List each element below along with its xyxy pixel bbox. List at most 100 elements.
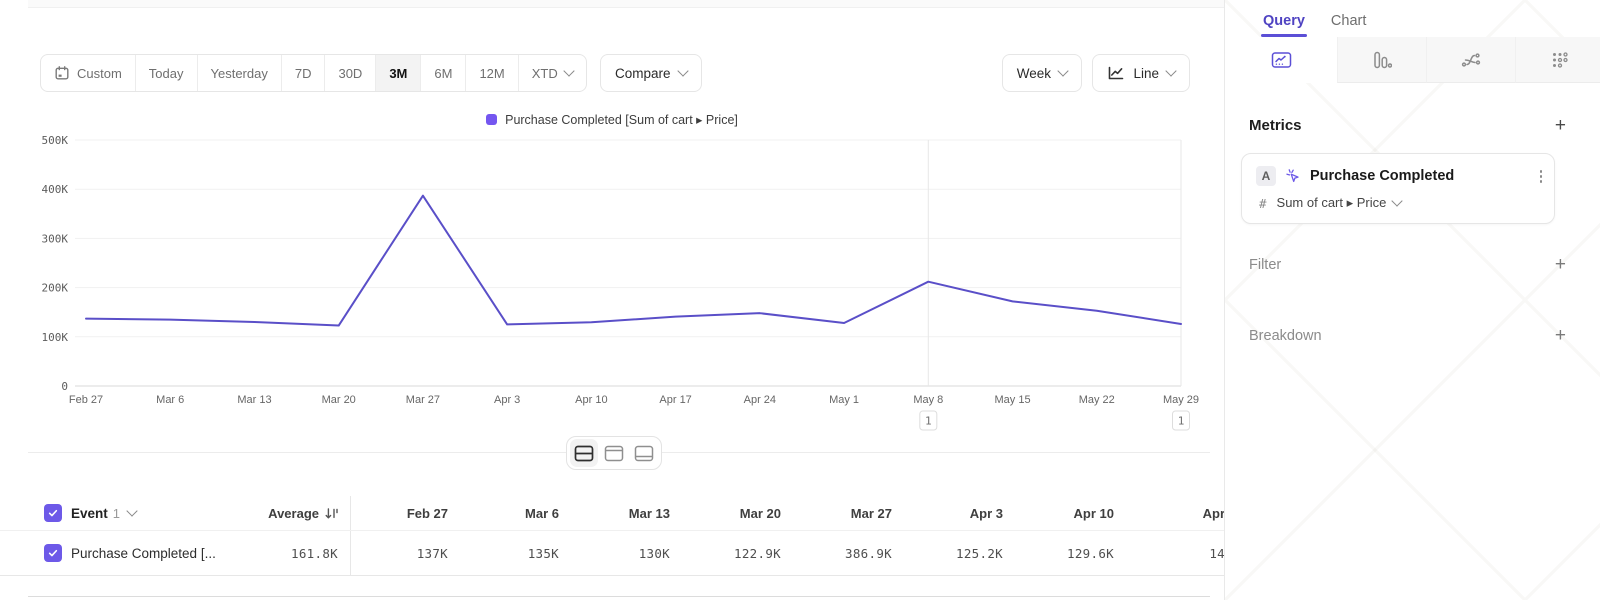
column-separator	[350, 531, 351, 575]
layout-toggle-top[interactable]	[600, 439, 628, 467]
table-bottom-edge	[28, 596, 1210, 597]
y-tick-label: 200K	[42, 282, 69, 295]
report-type-funnels[interactable]	[1337, 37, 1426, 83]
x-tick-label: Mar 27	[406, 394, 440, 406]
average-value: 161.8K	[291, 545, 338, 561]
column-separator	[350, 496, 351, 530]
granularity-label: Week	[1016, 65, 1051, 81]
metrics-section-header: Metrics +	[1225, 116, 1600, 135]
aggregation-selector[interactable]: Sum of cart ▸ Price	[1276, 195, 1404, 211]
report-type-retention[interactable]	[1515, 37, 1600, 83]
report-type-insights[interactable]	[1225, 37, 1337, 83]
x-tick-label: Feb 27	[69, 394, 103, 406]
annotation-count: 1	[1178, 415, 1185, 428]
filter-section-header: Filter +	[1225, 255, 1600, 274]
date-column-value: 135K	[527, 545, 559, 561]
breakdown-title: Breakdown	[1249, 327, 1322, 344]
event-row-cell: Purchase Completed [...	[0, 544, 222, 562]
x-tick-label: May 29	[1163, 394, 1199, 406]
event-sparkle-icon	[1285, 168, 1301, 184]
date-range-label: 30D	[338, 65, 363, 81]
numeric-property-icon: #	[1259, 195, 1267, 211]
breakdown-section-header: Breakdown +	[1225, 326, 1600, 345]
date-range-yesterday[interactable]: Yesterday	[198, 55, 282, 91]
average-value-cell: 161.8K	[222, 546, 338, 561]
add-filter-button[interactable]: +	[1554, 254, 1566, 275]
date-column-header[interactable]: Apr 10	[1073, 505, 1114, 521]
date-column-header[interactable]: Mar 6	[525, 505, 559, 521]
average-header-cell[interactable]: Average	[222, 506, 338, 521]
line-chart[interactable]: 0 100K 200K 300K 400K 500K Feb 27 Mar 6 Mar 13 Ma…	[0, 0, 1224, 470]
date-range-label: Yesterday	[210, 65, 268, 81]
date-column-value: 129.6K	[1067, 545, 1114, 561]
date-column-header[interactable]: Feb 27	[406, 505, 448, 521]
date-range-label: 7D	[294, 65, 312, 81]
date-column-header[interactable]: Apr 3	[969, 505, 1003, 521]
row-checkbox[interactable]	[44, 544, 62, 562]
date-range-label: Custom	[77, 65, 122, 81]
add-breakdown-button[interactable]: +	[1554, 325, 1566, 346]
y-tick-label: 100K	[42, 331, 69, 344]
layout-toggle-bottom[interactable]	[630, 439, 658, 467]
metric-letter-badge: A	[1256, 166, 1276, 186]
x-tick-label: Apr 24	[744, 394, 776, 406]
select-all-checkbox[interactable]	[44, 504, 62, 522]
chevron-down-icon[interactable]	[126, 505, 138, 517]
metric-card-aggregation-row: # Sum of cart ▸ Price	[1256, 195, 1540, 211]
breakdown-table: Event 1 Average Feb 27 Mar 6 Mar 13 Mar 20 M…	[0, 496, 1224, 576]
x-tick-label: May 1	[829, 394, 859, 406]
date-column-header[interactable]: Mar 20	[739, 505, 781, 521]
date-range-30d[interactable]: 30D	[325, 55, 377, 91]
date-range-label: XTD	[531, 65, 558, 81]
x-tick-label: May 15	[994, 394, 1030, 406]
calendar-icon	[54, 65, 70, 81]
date-column-header[interactable]: Mar 27	[850, 505, 892, 521]
date-column-header[interactable]: Mar 13	[628, 505, 670, 521]
date-range-label: 12M	[479, 65, 505, 81]
chart-type-button[interactable]: Line	[1092, 54, 1190, 92]
add-metric-button[interactable]: +	[1554, 115, 1566, 136]
date-header-cols: Feb 27 Mar 6 Mar 13 Mar 20 Mar 27 Apr 3 Apr 10…	[351, 506, 1224, 521]
date-column-value: 122.9K	[734, 545, 781, 561]
metrics-title: Metrics	[1249, 117, 1302, 134]
query-panel: Query Chart	[1224, 0, 1600, 600]
compare-button[interactable]: Compare	[600, 54, 702, 92]
y-tick-label: 500K	[42, 134, 69, 147]
chart-type-label: Line	[1133, 65, 1159, 81]
x-tick-label: May 22	[1079, 394, 1115, 406]
date-range-custom[interactable]: Custom	[41, 55, 136, 91]
x-tick-label: Apr 10	[575, 394, 607, 406]
granularity-button[interactable]: Week	[1001, 54, 1082, 92]
date-column-value: 14	[1209, 545, 1224, 561]
tab-query[interactable]: Query	[1261, 13, 1307, 37]
event-header-label: Event	[71, 505, 108, 521]
chart-legend: Purchase Completed [Sum of cart ▸ Price]	[0, 112, 1224, 127]
x-tick-label: May 8	[913, 394, 943, 406]
legend-swatch	[486, 114, 498, 125]
annotation-badge	[1172, 410, 1190, 431]
table-row: Purchase Completed [... 161.8K 137K 135K 1…	[0, 531, 1224, 576]
average-header-label: Average	[268, 505, 319, 521]
sort-descending-icon	[325, 507, 338, 520]
date-range-6m[interactable]: 6M	[421, 55, 467, 91]
date-range-label: Today	[148, 65, 184, 81]
layout-toggle-split[interactable]	[570, 439, 598, 467]
y-tick-label: 400K	[42, 183, 69, 196]
date-range-today[interactable]: Today	[136, 55, 198, 91]
date-range-7d[interactable]: 7D	[282, 55, 326, 91]
date-range-3m[interactable]: 3M	[376, 55, 422, 91]
aggregation-label: Sum of cart ▸ Price	[1276, 195, 1387, 210]
date-range-xtd[interactable]: XTD	[519, 55, 586, 91]
metric-card[interactable]: A Purchase Completed # Sum of cart ▸ Pri…	[1241, 153, 1555, 224]
date-column-value: 137K	[416, 545, 448, 561]
date-column-header[interactable]: Apr	[1202, 505, 1224, 521]
tab-chart[interactable]: Chart	[1330, 13, 1367, 29]
date-range-12m[interactable]: 12M	[466, 55, 519, 91]
report-type-flows[interactable]	[1426, 37, 1515, 83]
table-header-row: Event 1 Average Feb 27 Mar 6 Mar 13 Mar 20 M…	[0, 496, 1224, 531]
x-tick-label: Apr 3	[494, 394, 520, 406]
top-header-edge	[28, 0, 1224, 8]
compare-label: Compare	[615, 65, 671, 81]
kebab-menu-icon[interactable]	[1539, 170, 1542, 183]
